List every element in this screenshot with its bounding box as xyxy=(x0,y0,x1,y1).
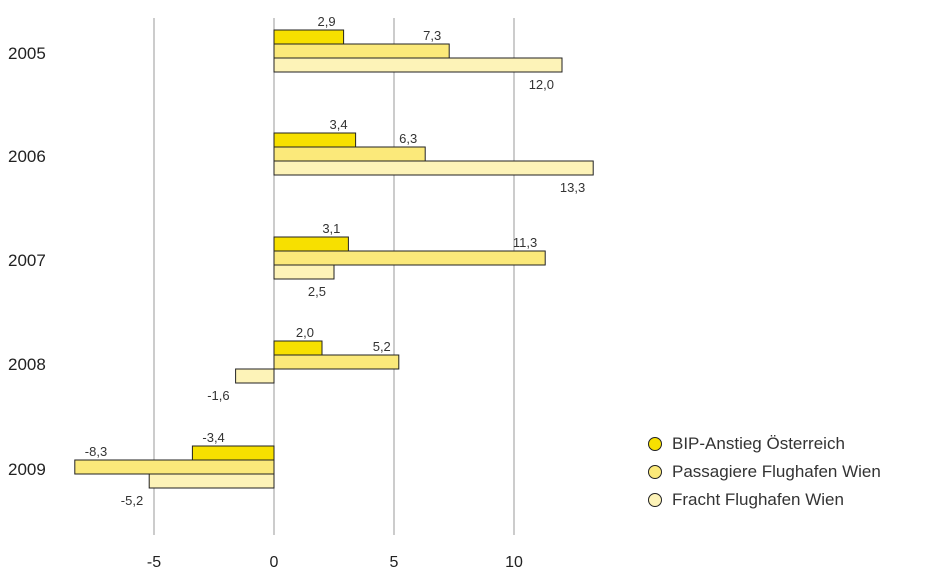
data-label: 12,0 xyxy=(529,77,554,92)
bar xyxy=(273,354,400,370)
data-label: 13,3 xyxy=(560,180,585,195)
x-tick-label: 5 xyxy=(390,554,399,571)
data-label: -3,4 xyxy=(202,430,224,445)
bar xyxy=(148,473,275,489)
bar xyxy=(273,264,335,280)
bar xyxy=(273,146,426,162)
legend-item-passagiere: Passagiere Flughafen Wien xyxy=(648,458,881,486)
category-label: 2007 xyxy=(8,251,46,270)
legend-label-fracht: Fracht Flughafen Wien xyxy=(672,490,844,509)
bar xyxy=(273,236,349,252)
data-label: 2,9 xyxy=(318,14,336,29)
bar xyxy=(273,340,323,356)
bar xyxy=(273,160,594,176)
legend-label-bip: BIP-Anstieg Österreich xyxy=(672,434,845,453)
data-label: 2,0 xyxy=(296,325,314,340)
bar xyxy=(273,29,345,45)
legend-label-passagiere: Passagiere Flughafen Wien xyxy=(672,462,881,481)
data-label: 2,5 xyxy=(308,284,326,299)
bar xyxy=(273,132,357,148)
legend-item-fracht: Fracht Flughafen Wien xyxy=(648,486,881,514)
bar xyxy=(273,43,450,59)
category-label: 2008 xyxy=(8,355,46,374)
legend-item-bip: BIP-Anstieg Österreich xyxy=(648,430,881,458)
data-label: 3,1 xyxy=(322,221,340,236)
x-tick-label: -5 xyxy=(147,554,161,571)
data-label: 6,3 xyxy=(399,131,417,146)
bar xyxy=(273,250,546,266)
data-label: -5,2 xyxy=(121,493,143,508)
data-label: -1,6 xyxy=(207,388,229,403)
data-label: -8,3 xyxy=(85,444,107,459)
x-tick-label: 0 xyxy=(270,554,279,571)
legend-swatch-bip xyxy=(648,437,662,451)
legend: BIP-Anstieg Österreich Passagiere Flugha… xyxy=(648,430,881,514)
bar xyxy=(191,445,275,461)
legend-swatch-passagiere xyxy=(648,465,662,479)
category-label: 2006 xyxy=(8,147,46,166)
category-label: 2009 xyxy=(8,460,46,479)
bar xyxy=(235,368,275,384)
data-label: 5,2 xyxy=(373,339,391,354)
x-tick-label: 10 xyxy=(505,554,523,571)
bar xyxy=(273,57,563,73)
category-label: 2005 xyxy=(8,44,46,63)
data-label: 7,3 xyxy=(423,28,441,43)
legend-swatch-fracht xyxy=(648,493,662,507)
data-label: 11,3 xyxy=(513,235,537,250)
bar xyxy=(74,459,275,475)
data-label: 3,4 xyxy=(330,117,348,132)
